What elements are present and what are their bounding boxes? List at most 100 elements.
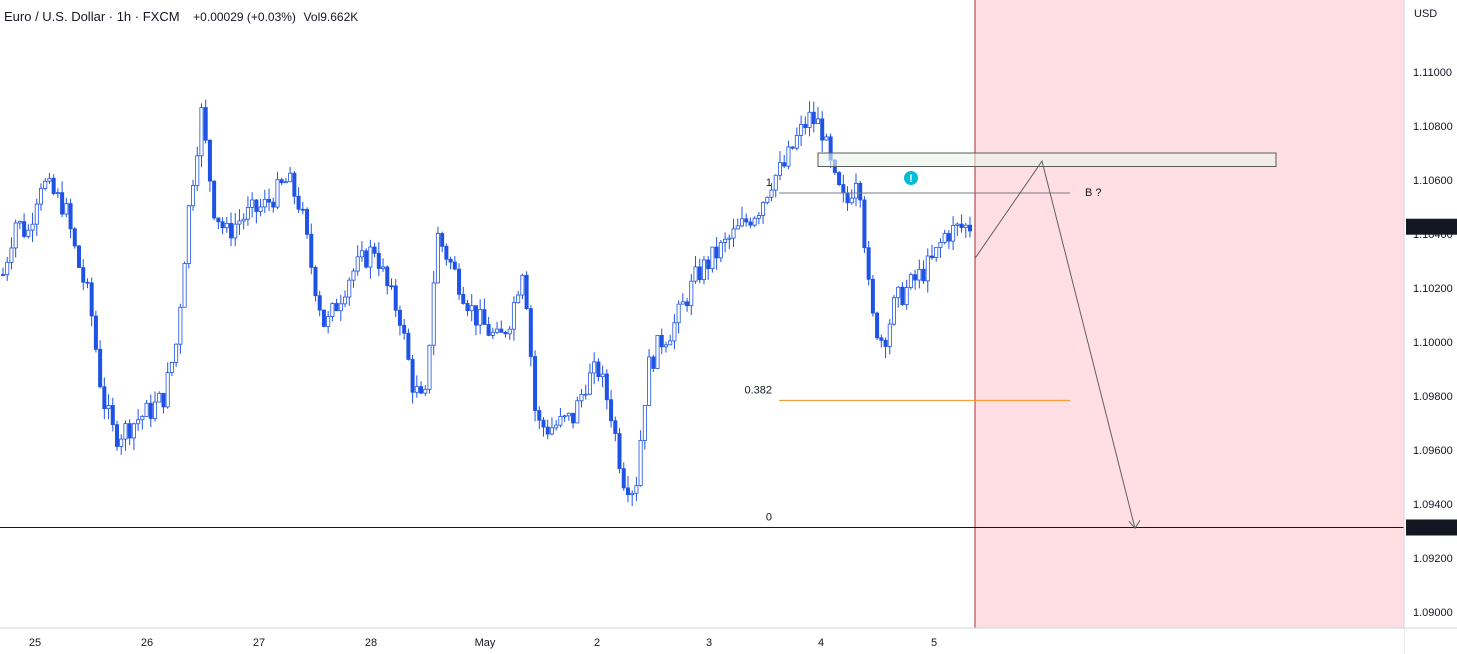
info-icon-glyph: ! (909, 173, 913, 185)
candle (528, 304, 533, 367)
candle-body (676, 303, 681, 324)
candle-body (93, 315, 98, 350)
candle-body (545, 426, 550, 435)
candle-body (233, 223, 238, 239)
candle-body (896, 286, 901, 299)
candle (676, 300, 681, 334)
candle (799, 115, 804, 147)
currency-label: USD (1414, 8, 1437, 20)
drawings: 1 0.382 0 B ?! (0, 152, 1404, 530)
candle (178, 303, 183, 354)
candle-body (397, 309, 402, 326)
candle-body (98, 348, 103, 388)
candle-body (440, 233, 445, 247)
candle (731, 218, 736, 248)
candle-body (216, 217, 221, 223)
candle-body (250, 199, 255, 208)
candle-body (934, 246, 939, 258)
candle (495, 321, 500, 334)
candle (191, 179, 196, 211)
projection-path (974, 159, 1136, 529)
candle-body (524, 274, 529, 310)
info-icon[interactable]: ! (904, 171, 918, 185)
candle (136, 409, 141, 431)
candle-body (26, 229, 31, 237)
candle-body (938, 242, 943, 248)
candle-body (178, 306, 183, 345)
candle (718, 239, 723, 263)
candle (554, 420, 559, 431)
candle-body (106, 405, 111, 410)
candle (343, 290, 348, 308)
candle-body (900, 286, 905, 305)
candle-body (921, 268, 926, 282)
candle (634, 476, 639, 501)
candle (811, 101, 816, 133)
candle (250, 192, 255, 218)
projection-arrowhead (1128, 520, 1141, 530)
candle-body (224, 223, 229, 229)
candle (60, 181, 65, 217)
candle-body (72, 228, 77, 247)
candle-body (191, 185, 196, 207)
candle-body (862, 199, 867, 249)
candle (929, 244, 934, 260)
candle (47, 172, 52, 185)
candle (148, 394, 153, 428)
candle (435, 226, 440, 284)
candle-body (461, 293, 466, 304)
price-tick-label: 1.10200 (1413, 283, 1453, 295)
candle-body (347, 279, 352, 298)
candle (891, 295, 896, 326)
candle (951, 216, 956, 251)
time-tick-label: 25 (29, 637, 41, 649)
candle (305, 207, 310, 239)
candle-body (414, 386, 419, 393)
target-price-tag (1406, 519, 1457, 536)
candle-body (419, 386, 424, 394)
candle (30, 212, 35, 242)
candle (507, 326, 512, 340)
candle-body (642, 405, 647, 441)
candle-body (701, 259, 706, 281)
candle-body (334, 303, 339, 312)
time-axis: 25 26 27 28 May 2 3 4 5 (0, 627, 1457, 654)
candle-body (435, 233, 440, 284)
candle-body (773, 174, 778, 191)
candle-body (621, 468, 626, 489)
candle-body (368, 246, 373, 268)
candle (102, 377, 107, 420)
price-tick-label: 1.10000 (1413, 337, 1453, 349)
candle (617, 428, 622, 474)
candle (942, 229, 947, 245)
candle (706, 256, 711, 280)
candle-body (807, 111, 812, 128)
candle (925, 248, 930, 293)
candle (461, 286, 466, 305)
candle-body (140, 416, 145, 421)
candle-body (541, 419, 546, 428)
candle (786, 140, 791, 170)
last-price-label: 1.10427 (1412, 222, 1452, 234)
candle-body (410, 359, 415, 393)
candle (668, 334, 673, 346)
candle (212, 180, 217, 221)
candle-body (794, 135, 799, 149)
candle (39, 183, 44, 211)
candle (5, 256, 10, 281)
candle-body (237, 220, 242, 225)
candle-body (385, 266, 390, 287)
candle-body (81, 267, 86, 283)
candle-body (115, 424, 120, 447)
candle (229, 212, 234, 246)
candle (794, 127, 799, 151)
candle-body (203, 107, 208, 141)
candle-body (389, 285, 394, 288)
candle-body (672, 322, 677, 342)
candle (64, 197, 69, 217)
candle (968, 216, 973, 238)
candle-body (723, 238, 728, 243)
candle (317, 290, 322, 317)
candle-body (511, 302, 516, 330)
